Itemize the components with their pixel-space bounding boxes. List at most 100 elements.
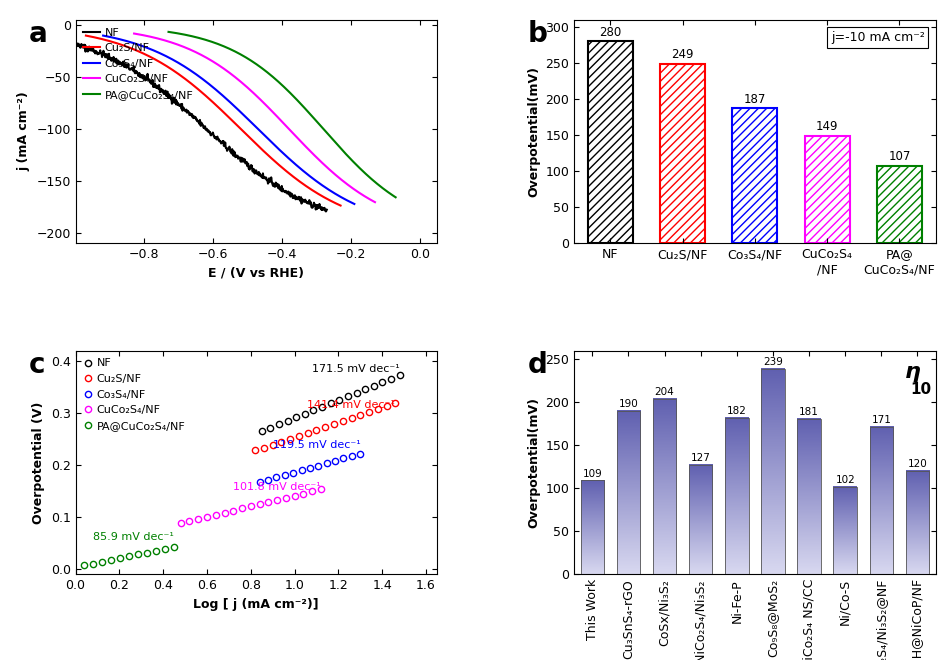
Cu₂S/NF (145, 53, 157, 61)
CuCo₂S₄/NF (369, 198, 380, 206)
NF (320, 207, 331, 215)
Text: 119.5 mV dec⁻¹: 119.5 mV dec⁻¹ (272, 440, 360, 451)
NF (359, 385, 370, 393)
NF (281, 416, 293, 424)
CuCo₂S₄/NF (270, 112, 281, 119)
Text: 101.8 mV dec⁻¹: 101.8 mV dec⁻¹ (233, 482, 321, 492)
CuCo₂S₄/NF (289, 131, 300, 139)
Text: 141.4 mV dec⁻¹: 141.4 mV dec⁻¹ (307, 401, 395, 411)
NF (321, 206, 332, 214)
NF (256, 427, 267, 435)
Cu₂S/NF (328, 420, 339, 428)
Bar (616, 411, 639, 574)
Text: j=-10 mA cm⁻²: j=-10 mA cm⁻² (830, 31, 924, 44)
NF (95, 50, 107, 57)
NF (47, 32, 59, 40)
PA@CuCo₂S₄/NF (296, 102, 308, 110)
Cu₂S/NF (249, 447, 261, 455)
Text: d: d (527, 350, 547, 379)
Co₃S₄/NF (329, 457, 341, 465)
Cu₂S/NF (293, 432, 304, 440)
PA@CuCo₂S₄/NF (96, 558, 108, 566)
Y-axis label: j (mA cm⁻²): j (mA cm⁻²) (18, 92, 31, 172)
PA@CuCo₂S₄/NF (221, 44, 232, 51)
NF (350, 389, 362, 397)
NF (342, 392, 353, 400)
Text: 280: 280 (598, 26, 621, 38)
PA@CuCo₂S₄/NF (162, 28, 174, 36)
NF (264, 424, 276, 432)
Text: 149: 149 (815, 120, 837, 133)
Text: a: a (28, 20, 47, 48)
PA@CuCo₂S₄/NF (203, 37, 214, 45)
NF (273, 420, 284, 428)
Cu₂S/NF (258, 444, 269, 451)
CuCo₂S₄/NF (289, 492, 300, 500)
Co₃S₄/NF (295, 467, 307, 475)
PA@CuCo₂S₄/NF (314, 121, 326, 129)
Text: c: c (28, 350, 45, 379)
NF (117, 61, 128, 69)
X-axis label: E / (V vs RHE): E / (V vs RHE) (208, 267, 304, 280)
Co₃S₄/NF (211, 86, 222, 94)
Text: 107: 107 (887, 150, 910, 163)
Line: Cu₂S/NF: Cu₂S/NF (252, 401, 398, 453)
Y-axis label: Overpotential(mV): Overpotential(mV) (527, 66, 539, 197)
Text: 10: 10 (910, 382, 931, 397)
PA@CuCo₂S₄/NF (142, 548, 153, 556)
Bar (804, 136, 849, 244)
Co₃S₄/NF (312, 461, 324, 469)
Co₃S₄/NF (278, 471, 290, 479)
Text: 204: 204 (654, 387, 674, 397)
Text: η: η (904, 362, 920, 382)
Text: 181: 181 (799, 407, 818, 417)
Co₃S₄/NF (254, 478, 265, 486)
Text: b: b (527, 20, 547, 48)
Cu₂S/NF (311, 426, 322, 434)
CuCo₂S₄/NF (244, 502, 256, 510)
Co₃S₄/NF (245, 118, 257, 126)
Bar (868, 427, 892, 574)
CuCo₂S₄/NF (190, 48, 201, 56)
PA@CuCo₂S₄/NF (114, 554, 126, 562)
NF (299, 410, 311, 418)
Text: 190: 190 (618, 399, 637, 409)
CuCo₂S₄/NF (297, 490, 309, 498)
Co₃S₄/NF (346, 452, 357, 460)
Cu₂S/NF (380, 403, 392, 411)
Bar (652, 399, 676, 574)
Y-axis label: Overpotential(mV): Overpotential(mV) (527, 397, 539, 528)
Co₃S₄/NF (304, 464, 315, 472)
NF (325, 399, 336, 407)
NF (368, 381, 379, 389)
NF (308, 406, 319, 414)
Line: CuCo₂S₄/NF: CuCo₂S₄/NF (134, 34, 375, 202)
NF (46, 34, 58, 42)
Line: PA@CuCo₂S₄/NF: PA@CuCo₂S₄/NF (81, 544, 177, 568)
Co₃S₄/NF (286, 158, 297, 166)
Cu₂S/NF (302, 429, 313, 437)
PA@CuCo₂S₄/NF (168, 543, 179, 551)
PA@CuCo₂S₄/NF (150, 546, 161, 554)
Text: 171.5 mV dec⁻¹: 171.5 mV dec⁻¹ (312, 364, 399, 374)
CuCo₂S₄/NF (306, 488, 317, 496)
Text: 120: 120 (906, 459, 926, 469)
CuCo₂S₄/NF (236, 504, 247, 512)
Text: 187: 187 (743, 92, 766, 106)
Text: 127: 127 (690, 453, 710, 463)
Co₃S₄/NF (337, 454, 348, 462)
Co₃S₄/NF (97, 32, 109, 40)
Cu₂S/NF (284, 435, 295, 443)
Bar (724, 418, 748, 574)
Cu₂S/NF (80, 32, 92, 40)
Line: NF: NF (259, 372, 402, 434)
NF (316, 403, 328, 411)
Bar (732, 108, 777, 244)
Co₃S₄/NF (161, 53, 173, 61)
PA@CuCo₂S₄/NF (333, 143, 345, 151)
Text: 109: 109 (582, 469, 601, 478)
Bar (876, 166, 920, 244)
CuCo₂S₄/NF (201, 513, 212, 521)
CuCo₂S₄/NF (175, 519, 186, 527)
Bar (660, 64, 704, 244)
